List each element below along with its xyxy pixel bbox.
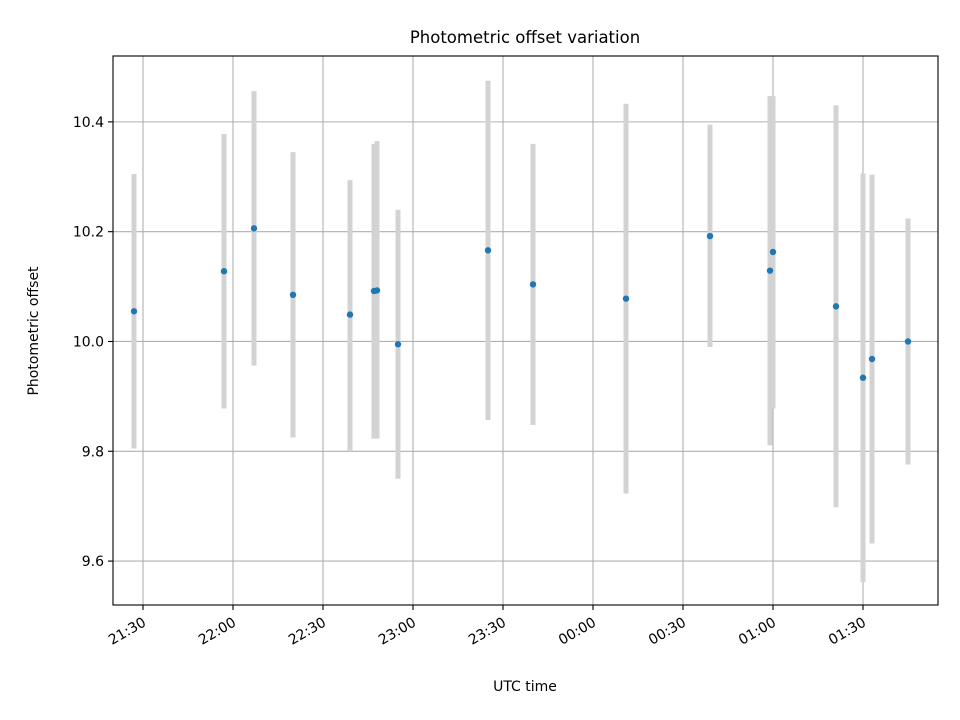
x-tick-label: 01:00 bbox=[736, 615, 779, 649]
data-point bbox=[484, 247, 492, 254]
data-point bbox=[859, 374, 867, 381]
x-tick-label: 22:30 bbox=[286, 615, 329, 649]
y-tick-label: 9.8 bbox=[82, 444, 104, 460]
x-axis-label: UTC time bbox=[493, 679, 557, 695]
x-tick-label: 23:30 bbox=[466, 615, 509, 649]
data-points bbox=[130, 225, 912, 381]
data-point bbox=[766, 267, 774, 274]
x-tick-label: 00:00 bbox=[556, 615, 599, 649]
data-point bbox=[529, 281, 537, 288]
data-point bbox=[706, 232, 714, 240]
plot-frame bbox=[112, 55, 939, 606]
data-point bbox=[130, 308, 138, 315]
data-point bbox=[289, 291, 297, 299]
x-tick-label: 00:30 bbox=[646, 615, 689, 649]
y-tick-label: 10.0 bbox=[73, 334, 104, 350]
chart-title: Photometric offset variation bbox=[410, 28, 640, 47]
y-tick-label: 10.2 bbox=[73, 225, 104, 241]
grid bbox=[113, 56, 938, 605]
data-point bbox=[622, 295, 630, 302]
y-tick-label: 10.4 bbox=[73, 115, 104, 131]
data-point bbox=[220, 268, 228, 275]
x-tick-label: 22:00 bbox=[196, 615, 239, 649]
x-axis-ticks: 21:30 22:00 22:30 23:00 23:30 00:00 00:30 01:00… bbox=[106, 605, 869, 649]
error-bars bbox=[131, 80, 911, 582]
x-tick-label: 23:00 bbox=[376, 615, 419, 649]
y-tick-label: 9.6 bbox=[82, 554, 104, 570]
data-point bbox=[394, 341, 402, 348]
x-tick-label: 21:30 bbox=[106, 615, 149, 649]
data-point bbox=[904, 338, 912, 345]
data-point bbox=[832, 303, 840, 310]
data-point bbox=[769, 248, 777, 256]
x-tick-label: 01:30 bbox=[826, 615, 869, 649]
y-axis-ticks: 9.6 9.8 10.0 10.2 10.4 bbox=[73, 115, 113, 570]
data-point bbox=[250, 225, 258, 232]
y-axis-label: Photometric offset bbox=[26, 266, 42, 396]
data-point bbox=[868, 355, 876, 363]
data-point bbox=[373, 287, 381, 294]
data-point bbox=[346, 311, 354, 318]
